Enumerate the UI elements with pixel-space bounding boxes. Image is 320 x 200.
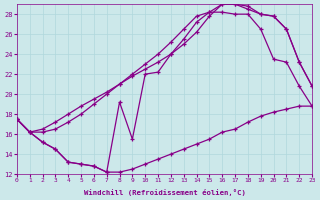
X-axis label: Windchill (Refroidissement éolien,°C): Windchill (Refroidissement éolien,°C): [84, 189, 245, 196]
